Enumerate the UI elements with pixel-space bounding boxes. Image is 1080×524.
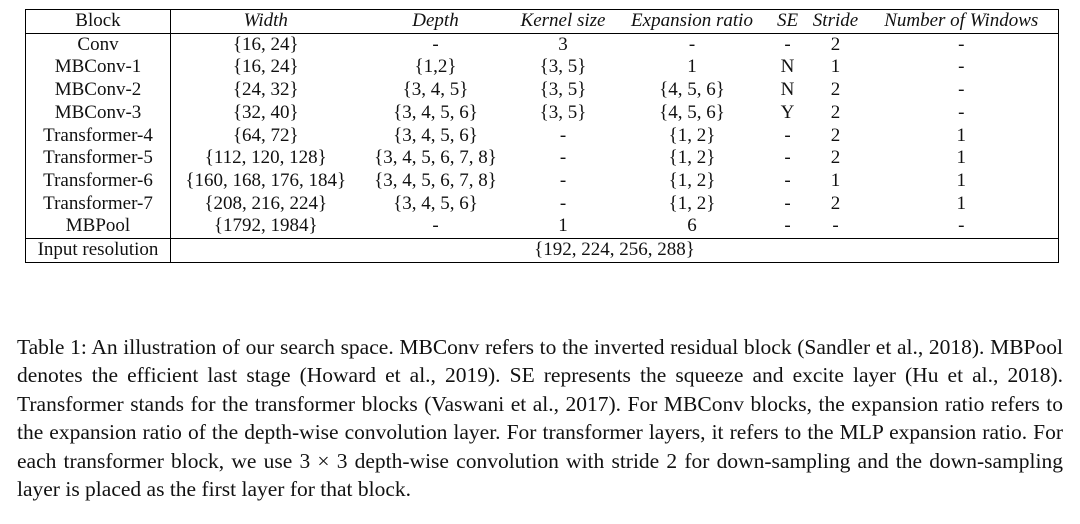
cell-number-of-windows: 1 [864,169,1059,193]
cell-se: N [780,79,795,101]
cell-number-of-windows: 1 [864,192,1059,216]
cell-se: N [780,56,795,78]
input-resolution-value: {192, 224, 256, 288} [170,238,1059,263]
cell-stride: 2 [830,101,841,123]
cell-block: Transformer-4 [25,124,171,148]
table-row: MBConv-1 {16, 24} {1,2} {3, 5} 1 N 1 - [25,56,1059,80]
header-stride: Stride [806,9,865,34]
cell-stride: - [806,215,865,240]
table-header-row: Block Width Depth Kernel size Expansion … [25,9,1059,34]
cell-depth: {3, 4, 5} [402,79,469,101]
cell-se: - [784,124,791,146]
cell-block: MBConv-3 [25,101,171,125]
cell-expansion-ratio: {4, 5, 6} [659,101,725,123]
cell-depth: {3, 4, 5, 6, 7, 8} [374,169,497,191]
table-row: MBConv-3 {32, 40} {3, 4, 5, 6} {3, 5} {4, 5,… [25,101,1059,125]
cell-depth: {3, 4, 5, 6} [393,124,478,146]
cell-kernel-size: - [559,192,567,214]
cell-depth: - [432,33,439,55]
cell-block: MBConv-2 [25,79,171,102]
cell-number-of-windows: - [864,215,1059,240]
cell-se: - [784,169,791,191]
cell-width: {112, 120, 128} [204,147,327,169]
table-row: Transformer-5 {112, 120, 128} {3, 4, 5, 6,… [25,147,1059,170]
cell-kernel-size: {3, 5} [539,101,587,123]
cell-width: {160, 168, 176, 184} [185,169,347,191]
cell-width: {16, 24} [232,56,299,78]
cell-se: - [784,33,791,55]
cell-depth: - [360,215,511,240]
cell-number-of-windows: - [864,56,1059,80]
table-row: MBPool {1792, 1984} -1 6- - - [25,215,1059,240]
cell-block: Transformer-6 [25,169,171,193]
cell-kernel-size: {3, 5} [539,56,587,78]
search-space-table: Block Width Depth Kernel size Expansion … [25,9,1059,263]
table-row: Transformer-7 {208, 216, 224} {3, 4, 5, 6}… [25,192,1059,216]
cell-stride: 1 [830,169,841,191]
cell-width: {32, 40} [232,101,299,123]
header-kernel-size: Kernel size [510,9,616,34]
cell-se: - [784,192,791,214]
cell-stride: 2 [830,124,841,146]
cell-expansion-ratio: {1, 2} [668,147,716,169]
header-block: Block [25,9,171,34]
cell-kernel-size: - [559,124,567,146]
header-expansion-ratio: Expansion ratio [615,9,769,34]
cell-width: {64, 72} [232,124,299,146]
cell-kernel-size: - [559,169,567,191]
cell-width: {16, 24} [232,33,299,55]
cell-depth: {3, 4, 5, 6} [393,192,478,214]
cell-depth: {1,2} [414,56,457,78]
cell-expansion-ratio: {4, 5, 6} [659,79,725,101]
header-width: Width [170,9,361,34]
cell-block: Transformer-7 [25,192,171,216]
cell-kernel-size: 1 [510,215,616,240]
header-depth: Depth [360,9,511,34]
cell-expansion-ratio: - [688,33,696,55]
cell-number-of-windows: - [864,101,1059,125]
cell-width: {24, 32} [232,79,299,101]
cell-stride: 2 [830,79,841,101]
cell-kernel-size: 3 [558,33,568,55]
cell-kernel-size: {3, 5} [539,79,587,101]
cell-expansion-ratio: {1, 2} [668,124,716,146]
header-se: SE [768,9,807,34]
cell-number-of-windows: - [864,79,1059,102]
cell-kernel-size: - [559,147,567,169]
cell-expansion-ratio: 1 [687,56,697,78]
table-row: Transformer-4 {64, 72} {3, 4, 5, 6} - {1, 2}… [25,124,1059,148]
cell-number-of-windows: - [864,33,1059,57]
cell-stride: 1 [830,56,841,78]
cell-stride: 2 [830,147,841,169]
table-row: Transformer-6 {160, 168, 176, 184} {3, 4, … [25,169,1059,193]
header-number-of-windows: Number of Windows [864,9,1059,34]
table-body: Conv {16, 24} -3- -2- MBConv-1 {16, 24} {1,2}{… [25,33,1059,240]
cell-se: - [768,215,807,240]
cell-expansion-ratio: {1, 2} [668,192,716,214]
cell-number-of-windows: 1 [864,124,1059,148]
cell-depth: {3, 4, 5, 6, 7, 8} [374,147,497,169]
cell-se: - [784,147,791,169]
cell-depth: {3, 4, 5, 6} [393,101,478,123]
cell-stride: 2 [830,192,841,214]
cell-width: {208, 216, 224} [204,192,328,214]
input-resolution-label: Input resolution [25,238,171,263]
cell-se: Y [780,101,795,123]
search-space-table-container: Block Width Depth Kernel size Expansion … [25,9,1059,263]
cell-expansion-ratio: {1, 2} [668,169,716,191]
table-row: MBConv-2 {24, 32} {3, 4, 5} {3, 5} {4, 5, 6}… [25,79,1059,102]
cell-width: {1792, 1984} [170,215,361,240]
cell-expansion-ratio: 6 [615,215,769,240]
cell-stride: 2 [830,33,841,55]
table-row: Conv {16, 24} - 3 - - 2 - [25,33,1059,57]
cell-block: Conv [25,33,171,57]
cell-number-of-windows: 1 [864,147,1059,170]
table-caption: Table 1: An illustration of our search s… [17,334,1063,502]
cell-block: Transformer-5 [25,147,171,170]
cell-block: MBConv-1 [25,56,171,80]
input-resolution-row: Input resolution {192, 224, 256, 288} [25,238,1059,263]
cell-block: MBPool [25,215,171,240]
